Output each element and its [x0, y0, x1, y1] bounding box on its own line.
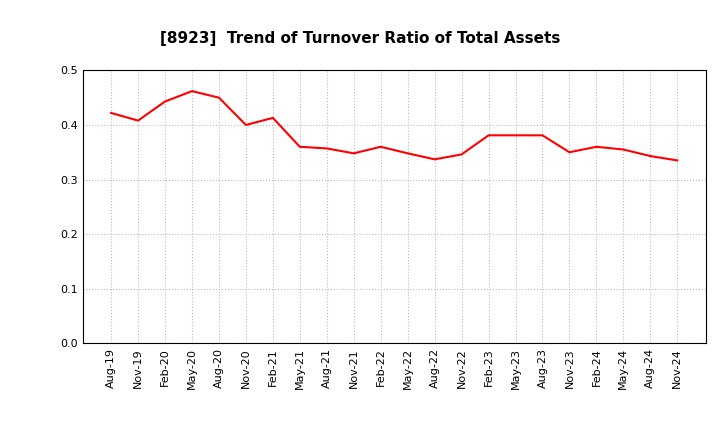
Text: [8923]  Trend of Turnover Ratio of Total Assets: [8923] Trend of Turnover Ratio of Total …: [160, 31, 560, 46]
